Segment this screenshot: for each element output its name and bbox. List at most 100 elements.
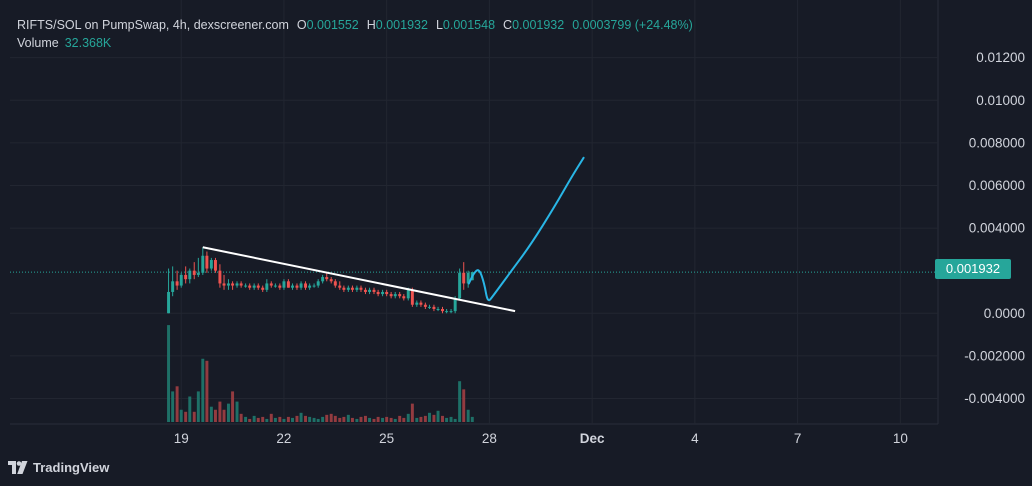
volume-bar [201,358,205,422]
volume-bar [218,401,222,422]
volume-bar [304,415,308,422]
y-tick-label: -0.002000 [964,348,1025,363]
candle-body [291,285,294,288]
candle-body [342,287,346,290]
volume-bar [410,403,414,422]
candle-body [368,289,372,292]
candle-body [359,287,363,290]
candle-body [329,279,333,282]
x-tick-label: 4 [691,431,699,446]
low-value: 0.001548 [442,18,496,32]
candle-body [338,285,342,288]
volume-bar [359,416,363,422]
candle-body [295,285,299,288]
volume-bar [398,415,402,422]
volume-bar [385,416,389,422]
candle-body [218,270,222,284]
y-tick-label: 0.0000 [984,306,1025,321]
volume-bar [256,417,260,422]
time-axis[interactable]: 19 22 25 28 Dec 4 7 10 [174,431,908,446]
candle-body [299,283,303,288]
candle-body [261,287,265,290]
volume-bar [184,411,188,422]
candle-body [385,291,389,295]
candle-body [410,289,414,305]
candle-body [398,294,402,297]
volume-bar [196,391,200,422]
y-tick-label: 0.008000 [969,135,1025,150]
candle-body [205,255,209,269]
volume-bar [205,360,209,422]
candle-body [269,283,273,286]
candle-body [350,287,354,290]
candle-body [376,291,380,295]
volume-bar [381,417,385,422]
volume-bar [428,412,431,422]
volume-bar [171,391,175,422]
x-tick-label: 28 [482,431,497,446]
candle-body [213,260,217,271]
volume-bar [325,414,329,422]
low-label: L [435,18,443,32]
volume-bar [453,418,457,422]
volume-bar [167,325,171,422]
symbol-title[interactable]: RIFTS/SOL on PumpSwap, 4h, dexscreener.c… [17,18,289,32]
candle-body [273,285,277,287]
candle-body [282,281,286,288]
change-value: 0.0003799 (+24.48%) [572,18,693,32]
volume-bar [213,409,217,422]
volume-bar [402,417,406,422]
ohlc-legend: RIFTS/SOL on PumpSwap, 4h, dexscreener.c… [17,16,693,34]
candle-body [235,283,239,286]
candle-body [436,308,440,310]
candle-body [346,287,350,290]
volume-bar [316,418,320,422]
candle-body [304,283,308,288]
volume-bar [368,417,372,422]
candle-body [252,285,256,288]
candle-body [432,306,436,309]
tradingview-logo-icon [8,460,28,474]
volume-bar [470,416,474,422]
candle-body [286,281,290,288]
volume-bar [466,409,470,422]
brand[interactable]: TradingView [8,460,109,475]
candle-body [175,281,179,286]
volume-bar [308,416,312,422]
candle-body [428,306,431,308]
volume-bar [363,415,367,422]
candle-body [256,285,260,288]
volume-bar [226,403,230,422]
candle-body [209,260,213,269]
volume-bars [167,325,474,422]
volume-bar [235,401,239,422]
y-tick-label: 0.004000 [969,221,1025,236]
volume-bar [188,396,192,422]
y-tick-label: 0.01200 [976,50,1025,65]
volume-bar [389,417,393,422]
candle-body [278,285,282,288]
price-axis[interactable]: 0.01200 0.01000 0.008000 0.006000 0.004000 0.… [964,50,1025,406]
open-value: 0.001552 [306,18,359,32]
volume-bar [261,416,265,422]
volume-bar [269,413,273,422]
high-label: H [366,18,376,32]
close-value: 0.001932 [512,18,565,32]
volume-bar [346,414,350,422]
close-label: C [503,18,513,32]
candle-body [445,311,449,313]
x-tick-label: 10 [893,431,908,446]
volume-bar [458,381,462,422]
projection-path [467,156,585,302]
volume-bar [436,410,440,422]
volume-bar [441,415,444,422]
candle-body [231,283,235,286]
drawings[interactable] [202,156,585,313]
candle-body [355,287,359,290]
candle-body [196,272,200,275]
candle-body [466,272,470,284]
candle-body [458,272,462,299]
candle-body [372,289,376,292]
candle-body [321,277,325,282]
